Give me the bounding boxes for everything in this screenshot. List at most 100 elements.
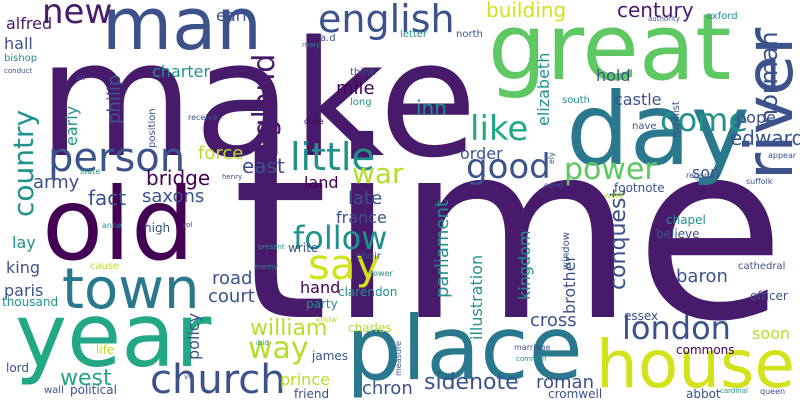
word-james: james [312, 349, 349, 363]
word-hand: hand [300, 278, 341, 297]
word-house: house [596, 326, 796, 400]
word-pope: pope [736, 108, 776, 127]
word-charles: charles [348, 321, 392, 335]
word-mile: mile [336, 78, 375, 99]
word-east: east [242, 154, 285, 178]
word-good: good [466, 147, 551, 187]
word-ely: ely [547, 152, 556, 164]
word-say: say [308, 240, 381, 289]
word-prince: prince [280, 370, 330, 389]
word-authority: authority [648, 15, 680, 23]
word-army: army [33, 172, 80, 193]
word-early: early [62, 105, 81, 146]
word-king: king [6, 258, 41, 277]
word-long: long [350, 97, 372, 108]
word-inn: inn [416, 96, 447, 120]
word-think: think [350, 67, 376, 78]
word-force: force [198, 143, 244, 164]
word-south: south [562, 95, 590, 106]
word-time: time [232, 90, 786, 375]
word-power: power [564, 152, 657, 187]
word-hall: hall [4, 34, 33, 53]
word-essex: essex [624, 309, 659, 323]
word-position: position [147, 108, 158, 148]
word-regard: regard [686, 171, 713, 180]
word-road: road [212, 268, 253, 289]
word-lord: lord [6, 361, 30, 375]
word-suffolk: suffolk [746, 177, 773, 186]
word-state: state [80, 167, 101, 176]
word-cardinal: cardinal [720, 387, 748, 395]
word-paris: paris [4, 281, 44, 300]
word-sidenote: sidenote [424, 370, 519, 395]
word-bishop: bishop [4, 53, 38, 64]
word-west: west [60, 366, 112, 391]
word-vol: vol [182, 221, 193, 229]
word-send: send [544, 181, 564, 190]
word-place: place [346, 297, 583, 400]
word-person: person [48, 135, 186, 181]
word-receive: receive [188, 113, 218, 122]
word-france: france [336, 208, 387, 227]
word-english: english [318, 0, 455, 41]
word-follow: follow [293, 219, 388, 257]
word-soon: soon [752, 324, 791, 343]
word-little: little [290, 135, 375, 179]
word-tower: tower [370, 269, 393, 278]
word-henry: henry [222, 173, 243, 181]
word-late: late [348, 188, 383, 209]
word-william: william [250, 316, 328, 341]
word-cromwell: cromwell [548, 387, 603, 400]
word-sir: sir [76, 73, 86, 82]
word-believe: believe [656, 227, 700, 241]
word-parliament: parliament [432, 200, 453, 298]
word-measure: measure [394, 341, 403, 376]
word-building: building [486, 0, 567, 22]
word-conquest: conquest [606, 188, 631, 290]
word-earl: earl [216, 6, 247, 25]
word-policy: policy [184, 312, 203, 360]
word-man: man [102, 0, 262, 66]
word-north: north [456, 29, 483, 40]
word-chapel: chapel [666, 213, 706, 227]
word-clarendon: clarendon [338, 285, 398, 299]
word-court: court [208, 286, 255, 307]
word-town: town [62, 257, 200, 322]
word-footnote: footnote [614, 181, 665, 195]
word-baron: baron [676, 266, 728, 287]
word-life: life [96, 343, 115, 357]
word-cause: cause [90, 261, 120, 272]
word-officer: officer [750, 289, 788, 303]
word-royalist: royalist [671, 101, 682, 138]
word-political: political [70, 383, 117, 397]
word-mary: mary [302, 41, 321, 49]
word-charter: charter [152, 62, 211, 81]
word-castle: castle [614, 90, 662, 109]
word-abbot: abbot [686, 387, 721, 400]
word-cross: cross [530, 310, 577, 331]
word-common: common [516, 355, 547, 363]
word-saxons: saxons [142, 186, 205, 207]
word-viii: viii [184, 373, 194, 381]
word-make: make [38, 6, 478, 193]
word-thousand: thousand [2, 295, 59, 309]
word-conduct: conduct [4, 67, 33, 75]
word-anne: anne [102, 221, 122, 230]
word-old: old [42, 166, 195, 283]
word-century: century [617, 0, 694, 22]
word-london: london [622, 309, 731, 347]
word-letter: letter [400, 29, 428, 40]
word-party: party [306, 297, 338, 311]
word-land: land [304, 173, 339, 192]
word-like: like [470, 109, 529, 149]
word-ibid: ibid [256, 339, 269, 347]
word-year: year [15, 284, 212, 387]
word-duke: duke [304, 117, 324, 126]
word-know: know [316, 315, 338, 324]
word-cathedral: cathedral [738, 261, 786, 272]
word-work: work [604, 191, 624, 200]
word-kingdom: kingdom [515, 230, 534, 300]
word-wall: wall [44, 385, 64, 396]
word-commons: commons [676, 343, 735, 357]
